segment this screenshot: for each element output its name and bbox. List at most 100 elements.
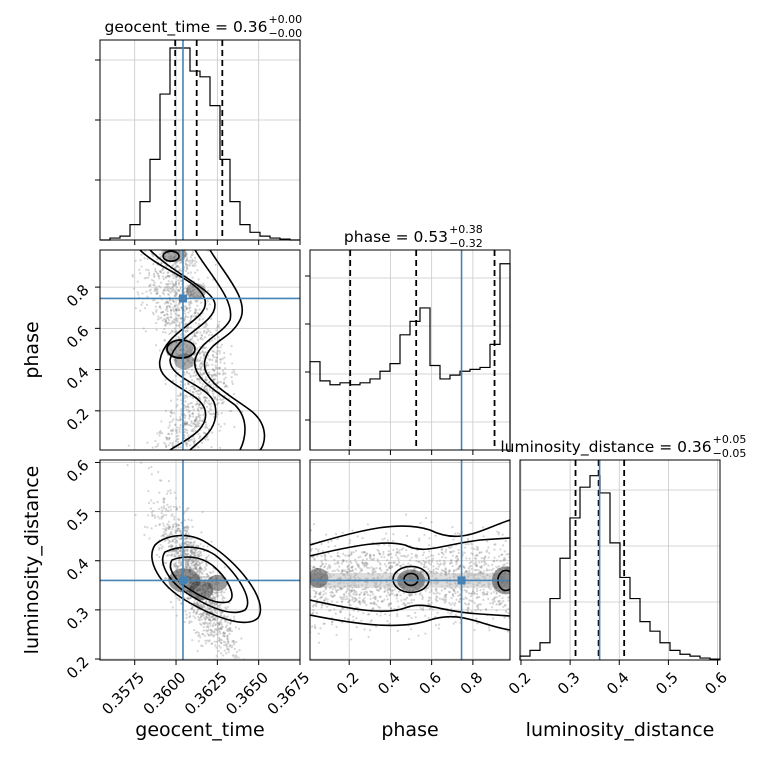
scatter-point: [197, 412, 200, 415]
scatter-point: [162, 293, 166, 296]
scatter-point: [179, 529, 182, 532]
scatter-point: [443, 594, 447, 597]
scatter-point: [198, 437, 201, 440]
scatter-point: [225, 645, 228, 648]
scatter-point: [202, 418, 205, 421]
scatter-point: [174, 549, 178, 552]
scatter-point: [487, 564, 490, 567]
scatter-point: [357, 564, 360, 567]
scatter-point: [204, 568, 207, 571]
scatter-point: [388, 593, 391, 596]
scatter-point: [177, 281, 181, 284]
contour-gt-ph-3: [194, 250, 246, 450]
scatter-point: [185, 431, 189, 435]
scatter-point: [228, 628, 232, 631]
scatter-point: [178, 505, 181, 509]
scatter-point: [193, 334, 197, 338]
scatter-point: [215, 627, 218, 631]
scatter-point: [202, 371, 205, 375]
scatter-point: [166, 300, 169, 304]
scatter-point: [199, 622, 202, 625]
scatter-point: [189, 415, 192, 418]
scatter-point: [153, 516, 157, 519]
scatter-point: [170, 287, 173, 290]
scatter-point: [186, 381, 190, 384]
scatter-point: [443, 595, 446, 599]
scatter-point: [180, 333, 183, 336]
scatter-point: [202, 372, 205, 375]
scatter-point: [184, 414, 187, 417]
scatter-point: [376, 589, 380, 592]
scatter-point: [390, 561, 393, 564]
scatter-point: [431, 559, 434, 562]
scatter-point: [187, 383, 191, 386]
scatter-point: [191, 390, 194, 394]
scatter-point: [220, 412, 223, 415]
scatter-point: [444, 600, 447, 603]
scatter-point: [376, 548, 379, 551]
scatter-point: [178, 323, 181, 326]
scatter-point: [218, 320, 221, 323]
scatter-point: [345, 570, 348, 573]
scatter-point: [396, 600, 399, 603]
scatter-point: [163, 313, 166, 317]
scatter-point: [336, 551, 339, 554]
scatter-point: [179, 393, 183, 397]
scatter-point: [190, 551, 193, 555]
scatter-point: [177, 561, 181, 564]
scatter-point: [398, 564, 402, 568]
scatter-point: [198, 604, 201, 608]
contour-ph-ld-mid: [392, 565, 430, 594]
scatter-point: [213, 596, 217, 599]
scatter-point: [366, 562, 369, 566]
scatter-point: [219, 425, 222, 428]
scatter-point: [194, 321, 198, 325]
scatter-point: [162, 513, 165, 517]
scatter-point: [437, 627, 440, 630]
scatter-point: [174, 282, 177, 285]
scatter-point: [188, 558, 191, 561]
scatter-point: [475, 564, 479, 567]
scatter-point: [226, 636, 229, 639]
scatter-point: [185, 307, 189, 310]
scatter-point: [194, 264, 197, 267]
scatter-point: [485, 593, 489, 596]
scatter-point: [391, 565, 394, 568]
scatter-point: [165, 322, 168, 326]
scatter-point: [154, 269, 157, 272]
scatter-point: [208, 607, 211, 611]
scatter-point: [431, 554, 435, 557]
scatter-point: [422, 565, 426, 569]
scatter-point: [329, 594, 332, 597]
scatter-point: [388, 603, 391, 606]
scatter-point: [311, 566, 314, 569]
scatter-point: [227, 650, 230, 654]
scatter-point: [176, 324, 179, 327]
scatter-point: [415, 556, 418, 559]
scatter-point: [191, 405, 194, 408]
scatter-point: [333, 569, 336, 572]
scatter-point: [222, 400, 225, 404]
scatter-point: [147, 489, 150, 493]
scatter-point: [408, 602, 411, 605]
scatter-point: [195, 260, 198, 264]
scatter-point: [170, 554, 174, 557]
tick-label-y-phase: 0.2: [63, 405, 93, 435]
scatter-point: [401, 547, 405, 550]
scatter-point: [398, 552, 401, 555]
scatter-point: [235, 650, 239, 654]
scatter-point: [187, 409, 190, 412]
scatter-point: [184, 269, 188, 273]
scatter-point: [173, 255, 176, 258]
scatter-point: [485, 550, 488, 553]
scatter-point: [409, 628, 413, 631]
scatter-point: [186, 552, 189, 555]
scatter-point: [372, 596, 375, 600]
scatter-point: [207, 618, 210, 621]
scatter-point: [233, 425, 236, 429]
scatter-point: [178, 303, 181, 306]
scatter-point: [164, 318, 168, 321]
scatter-point: [498, 602, 502, 606]
scatter-point: [197, 420, 200, 423]
scatter-point: [157, 315, 160, 318]
